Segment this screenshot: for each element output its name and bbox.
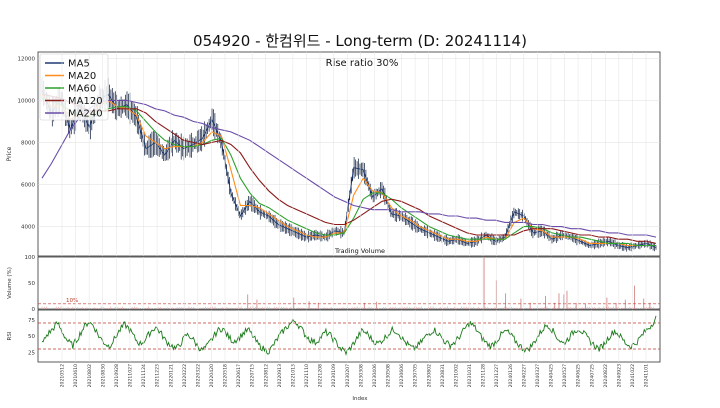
volume-tick-label: 100	[25, 255, 36, 261]
x-tick-label: 20220322	[195, 364, 201, 387]
rise-ratio-annotation: Rise ratio 30%	[326, 58, 399, 69]
volume-tick-label: 50	[28, 281, 35, 287]
x-tick-label: 20230207	[345, 364, 351, 387]
x-tick-label: 20240227	[521, 364, 527, 387]
x-tick-label: 20210610	[73, 364, 79, 387]
x-tick-label: 20240625	[576, 364, 582, 387]
x-tick-label: 20220913	[277, 364, 283, 387]
rsi-line	[41, 315, 657, 356]
x-tick-label: 20240327	[535, 364, 541, 387]
x-tick-label: 20220518	[223, 364, 229, 387]
x-tick-label: 20240923	[616, 364, 622, 387]
x-tick-label: 20241022	[630, 364, 636, 387]
x-tick-label: 20221110	[304, 364, 310, 387]
x-tick-label: 20231002	[454, 364, 460, 387]
ma-line-ma120	[41, 93, 657, 244]
x-tick-label: 20220420	[209, 364, 215, 387]
rsi-tick-label: 75	[28, 318, 35, 324]
rsi-axis-label: RSI	[7, 331, 13, 340]
x-tick-label: 20230606	[399, 364, 405, 387]
chart-title: 054920 - 한컴위드 - Long-term (D: 20241114)	[193, 32, 527, 50]
price-tick-label: 10000	[18, 98, 36, 104]
legend-label-ma20: MA20	[68, 71, 96, 82]
x-tick-label: 20230705	[413, 364, 419, 387]
volume-panel-title: Trading Volume	[334, 247, 385, 255]
x-tick-label: 20211124	[141, 364, 147, 387]
x-tick-label: 20230802	[426, 364, 432, 387]
x-tick-label: 20240425	[549, 364, 555, 387]
price-tick-label: 12000	[18, 56, 36, 62]
x-tick-label: 20210830	[100, 364, 106, 387]
x-tick-label: 20220617	[236, 364, 242, 387]
ma-line-ma60	[41, 97, 656, 247]
x-tick-label: 20231227	[494, 364, 500, 387]
x-tick-label: 20221208	[318, 364, 324, 387]
x-tick-label: 20231128	[481, 364, 487, 387]
x-tick-label: 20221013	[291, 364, 297, 387]
rsi-tick-label: 25	[28, 350, 35, 356]
x-tick-label: 20240725	[589, 364, 595, 387]
price-tick-label: 8000	[21, 140, 35, 146]
ma-line-ma240	[41, 99, 657, 238]
x-tick-label: 20241101	[644, 364, 650, 387]
price-panel: 4000 6000 8000 10000 12000 Price Rise ratio …	[6, 51, 661, 257]
x-tick-label: 20220222	[182, 364, 188, 387]
x-tick-label: 20211223	[155, 364, 161, 387]
x-tick-label: 20231031	[467, 364, 473, 387]
volume-panel: 0 50 100 Trading Volume Volume (%) 10%	[7, 247, 661, 313]
x-tick-label: 20230406	[372, 364, 378, 387]
price-axis-label: Price	[6, 146, 13, 161]
x-tick-label: 20211027	[128, 364, 134, 387]
volume-axis-label: Volume (%)	[7, 267, 13, 299]
price-tick-label: 4000	[21, 225, 35, 231]
x-tick-label: 20220812	[263, 364, 269, 387]
price-tick-label: 6000	[21, 182, 35, 188]
rsi-panel: 25 50 75 RSI	[7, 309, 661, 363]
x-tick-label: 20210512	[60, 364, 66, 387]
x-tick-label: 20240126	[508, 364, 514, 387]
legend-label-ma120: MA120	[68, 96, 103, 107]
x-axis-label: Index	[352, 396, 368, 402]
volume-tick-label: 0	[32, 307, 36, 313]
x-tick-label: 20230308	[358, 364, 364, 387]
x-tick-label: 20210802	[87, 364, 93, 387]
x-tick-label: 20230109	[331, 364, 337, 387]
ma-line-ma5	[41, 89, 657, 249]
x-tick-label: 20240822	[603, 364, 609, 387]
legend-label-ma60: MA60	[68, 84, 96, 95]
rsi-tick-label: 50	[28, 334, 35, 340]
x-tick-label: 20210928	[114, 364, 120, 387]
legend-label-ma240: MA240	[68, 109, 103, 120]
x-tick-label: 20230508	[386, 364, 392, 387]
volume-threshold-label: 10%	[66, 298, 78, 304]
x-tick-label: 20220715	[250, 364, 256, 387]
legend-label-ma5: MA5	[68, 59, 90, 70]
ma-line-ma20	[41, 93, 656, 247]
x-tick-label: 20220121	[168, 364, 174, 387]
x-tick-label: 20230831	[440, 364, 446, 387]
x-tick-label: 20240527	[562, 364, 568, 387]
